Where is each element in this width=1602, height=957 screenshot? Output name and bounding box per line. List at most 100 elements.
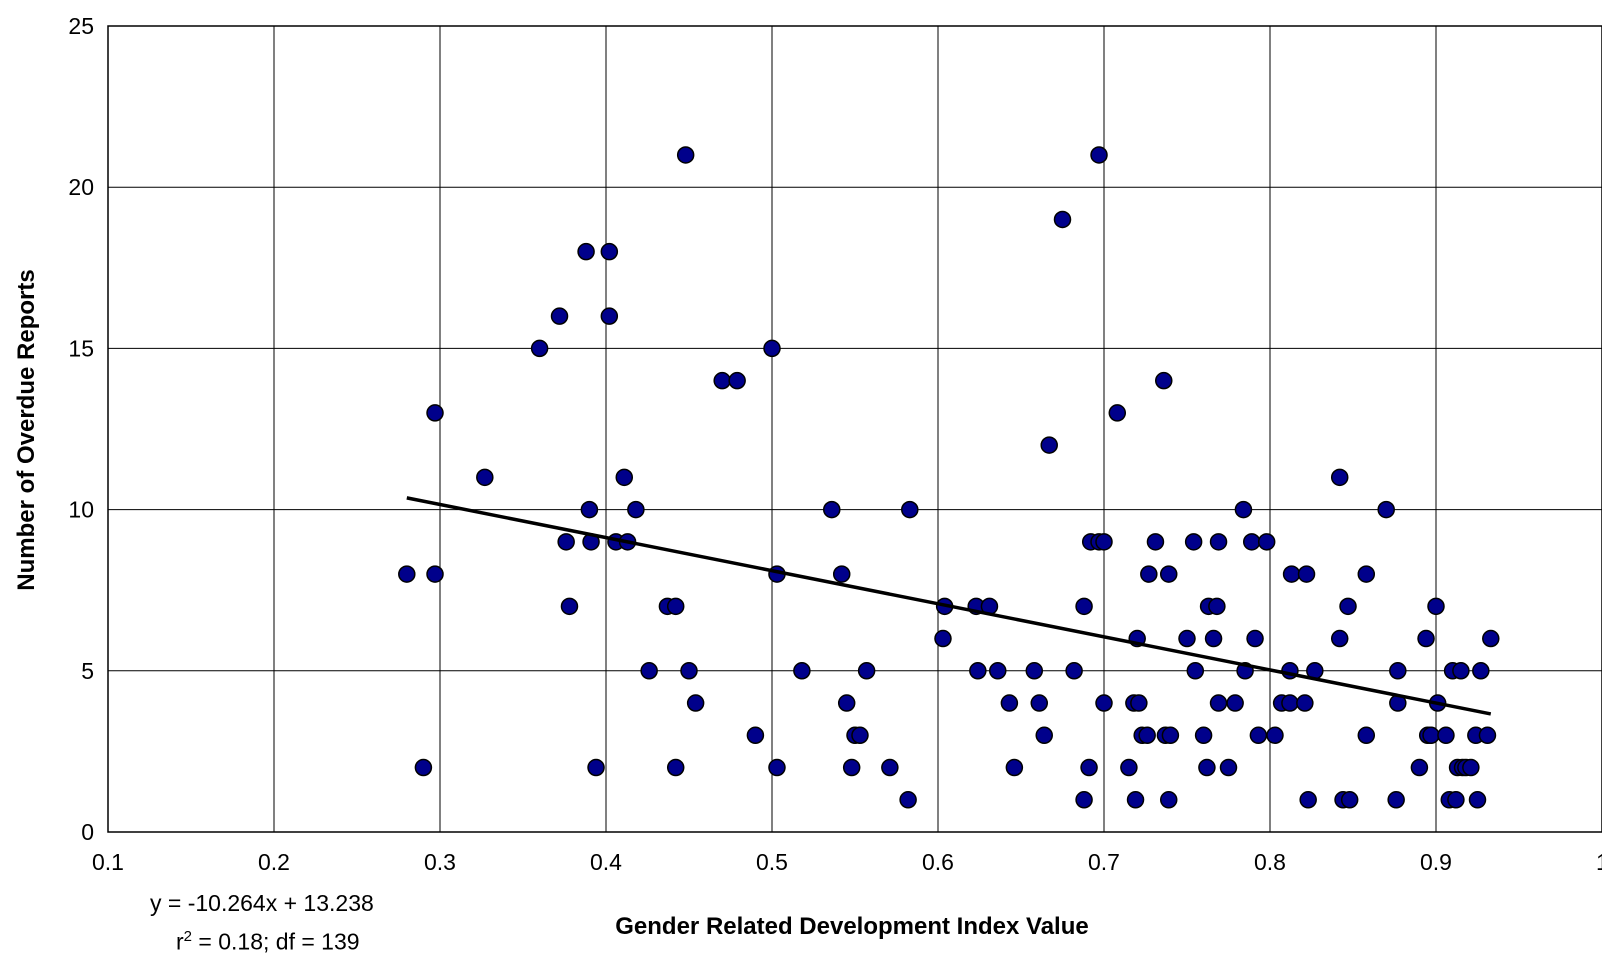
x-tick-label: 0.7: [1088, 849, 1120, 875]
data-point: [1340, 791, 1359, 809]
plot-area-border: [107, 25, 1602, 833]
data-point: [793, 662, 811, 680]
data-point: [550, 307, 569, 325]
data-point: [426, 404, 444, 422]
x-tick-label: 1: [1596, 849, 1602, 875]
data-point: [1299, 791, 1317, 809]
data-point: [666, 597, 685, 616]
data-point: [1065, 662, 1083, 680]
data-point: [857, 662, 876, 680]
data-point: [1209, 533, 1228, 551]
data-point: [746, 726, 765, 745]
data-point: [1468, 791, 1487, 809]
data-point: [1159, 565, 1178, 583]
data-point: [530, 339, 549, 358]
data-point: [627, 500, 645, 519]
data-point: [1108, 404, 1127, 422]
data-point: [1330, 468, 1349, 487]
data-point: [666, 758, 685, 777]
data-point: [837, 694, 856, 712]
data-point: [1095, 694, 1113, 712]
data-point: [1389, 662, 1407, 680]
data-point: [713, 371, 731, 390]
data-point: [680, 662, 698, 680]
data-point: [1178, 629, 1196, 648]
data-point: [1130, 694, 1148, 712]
data-point: [1155, 371, 1173, 390]
data-point: [728, 371, 746, 390]
data-point: [1184, 533, 1203, 551]
stats-values: = 0.18; df = 139: [192, 928, 360, 955]
x-tick-label: 0.2: [258, 849, 290, 875]
stats-r: r: [176, 928, 184, 955]
data-point: [560, 597, 579, 616]
data-point: [1204, 629, 1223, 648]
data-point: [1482, 629, 1500, 648]
data-point: [1427, 597, 1445, 616]
data-point: [1234, 500, 1253, 519]
data-point: [1417, 629, 1435, 648]
x-tick-label: 0.5: [756, 849, 788, 875]
data-points: [398, 146, 1500, 809]
data-point: [1075, 597, 1093, 616]
data-point: [1357, 565, 1376, 583]
data-point: [587, 758, 605, 777]
grid-lines: [107, 25, 1602, 833]
data-point: [414, 758, 433, 777]
y-axis-label: Number of Overdue Reports: [13, 269, 40, 590]
data-point: [1472, 662, 1490, 680]
y-tick-label: 10: [68, 497, 94, 523]
data-point: [1387, 791, 1405, 809]
data-point: [1030, 694, 1049, 712]
data-point: [823, 500, 841, 519]
y-tick-label: 25: [68, 13, 94, 39]
data-point: [1209, 694, 1228, 712]
x-axis-tick-labels: 0.1 0.2 0.3 0.4 0.5 0.6 0.7 0.8 0.9 1: [92, 849, 1602, 875]
trendline: [406, 496, 1492, 716]
data-point: [676, 146, 695, 164]
data-point: [1040, 436, 1058, 454]
trendline-equation: y = -10.264x + 13.238: [150, 890, 374, 916]
data-point: [1410, 758, 1429, 777]
y-tick-label: 0: [81, 819, 94, 845]
trendline-statistics: r2 = 0.18; df = 139: [176, 922, 360, 957]
y-tick-label: 15: [68, 335, 94, 361]
data-point: [1422, 726, 1440, 745]
data-point: [1140, 565, 1158, 583]
data-point: [1462, 758, 1480, 777]
data-point: [1146, 533, 1165, 551]
data-point: [989, 662, 1007, 680]
data-point: [901, 500, 919, 519]
x-axis-label: Gender Related Development Index Value: [615, 913, 1088, 940]
data-point: [1095, 533, 1113, 551]
data-point: [1257, 533, 1276, 551]
data-point: [580, 500, 599, 519]
data-point: [1437, 726, 1455, 745]
data-point: [1075, 791, 1093, 809]
data-point: [398, 565, 416, 583]
data-point: [1330, 629, 1349, 648]
data-point: [1186, 662, 1205, 680]
data-point: [1266, 726, 1284, 745]
data-point: [1025, 662, 1044, 680]
stats-superscript: 2: [183, 928, 193, 945]
data-point: [1161, 726, 1180, 745]
data-point: [969, 662, 987, 680]
data-point: [1208, 597, 1226, 616]
x-tick-label: 0.4: [590, 849, 622, 875]
data-point: [686, 694, 705, 712]
data-point: [1339, 597, 1357, 616]
data-point: [1035, 726, 1053, 745]
data-point: [881, 758, 899, 777]
x-tick-label: 0.1: [92, 849, 124, 875]
data-point: [1478, 726, 1497, 745]
data-point: [577, 242, 595, 261]
data-point: [1090, 146, 1108, 164]
data-point: [1282, 565, 1301, 583]
data-point: [851, 726, 869, 745]
data-point: [1120, 758, 1138, 777]
data-point: [476, 468, 494, 487]
data-point: [1226, 694, 1244, 712]
data-point: [1281, 694, 1299, 712]
data-point: [1242, 533, 1261, 551]
